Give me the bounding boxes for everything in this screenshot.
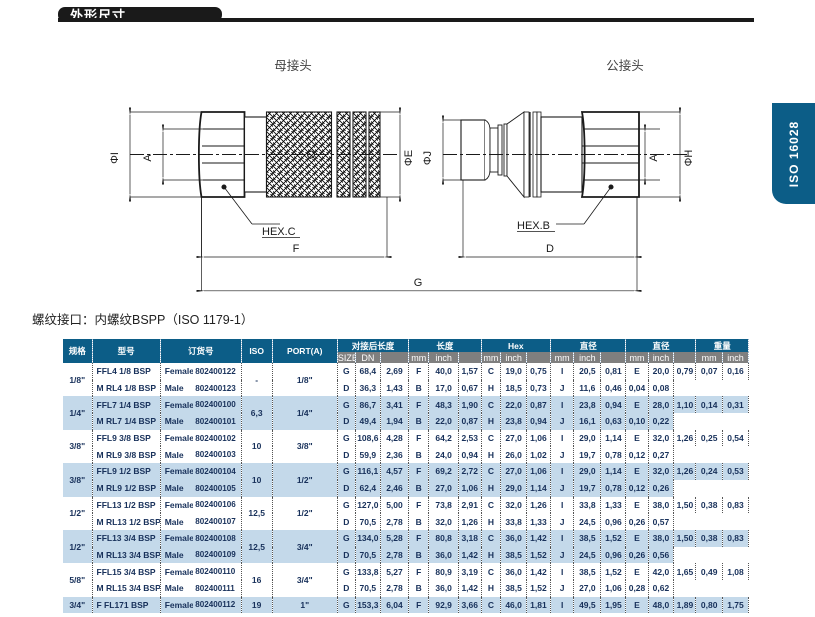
svg-text:ΦH: ΦH	[683, 150, 695, 167]
svg-text:F: F	[293, 243, 300, 255]
svg-text:ΦI: ΦI	[109, 152, 121, 164]
svg-text:A: A	[142, 154, 154, 162]
svg-text:ΦE: ΦE	[403, 150, 415, 166]
svg-text:HEX.C: HEX.C	[262, 226, 296, 238]
svg-text:D: D	[546, 243, 554, 255]
svg-text:G: G	[414, 277, 423, 289]
svg-text:母接头: 母接头	[274, 58, 312, 73]
svg-text:A: A	[648, 154, 660, 162]
svg-text:公接头: 公接头	[606, 58, 644, 73]
svg-text:HEX.B: HEX.B	[517, 220, 550, 232]
svg-text:ΦJ: ΦJ	[422, 151, 434, 165]
